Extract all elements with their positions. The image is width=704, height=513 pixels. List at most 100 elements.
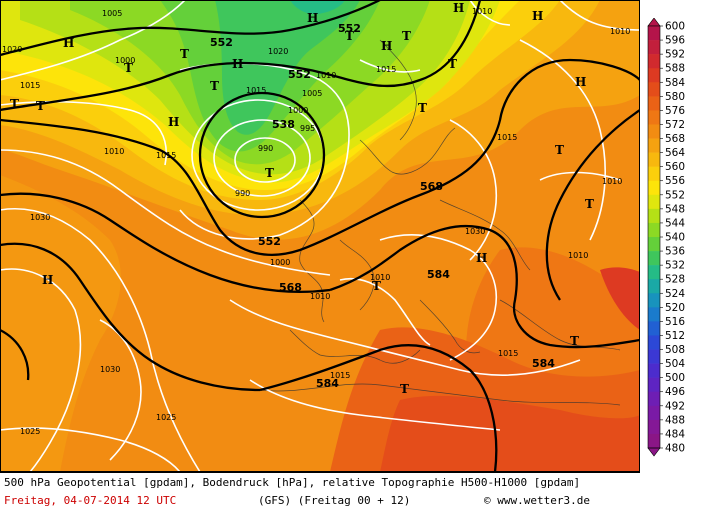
gpdam-label: 568	[279, 281, 302, 294]
isobar-labels: 1005 1000 1020 1015 1020 1010 1015 1010 …	[2, 7, 630, 436]
gpdam-label: 584	[532, 357, 555, 370]
low-symbol: T	[555, 143, 564, 157]
scale-label: 556	[665, 175, 685, 187]
caption-model: (GFS) (Freitag 00 + 12)	[258, 494, 411, 507]
isobar-label: 1000	[288, 106, 308, 115]
caption-credit: © www.wetter3.de	[484, 494, 590, 507]
scale-cell	[648, 279, 660, 294]
scale-label: 552	[665, 189, 685, 201]
isobar-label: 1025	[156, 413, 176, 422]
gpdam-label: 584	[316, 377, 339, 390]
scale-arrow-top	[647, 18, 661, 27]
low-symbol: T	[36, 99, 45, 113]
band-532	[290, 0, 345, 15]
scale-label: 520	[665, 302, 685, 314]
color-scale-labels: 600 596 592 588 584 580 576 572 568 564 560 556 552 5…	[660, 21, 685, 455]
scale-cell	[648, 419, 660, 435]
scale-cell	[648, 307, 660, 322]
scale-cell	[648, 405, 660, 421]
scale-label: 512	[665, 330, 685, 342]
scale-cell	[648, 208, 660, 224]
isobar-label: 1000	[115, 56, 135, 65]
isobar-label: 1010	[610, 27, 630, 36]
scale-cell	[648, 138, 660, 153]
scale-label: 580	[665, 91, 685, 103]
scale-cell	[648, 40, 660, 55]
low-symbol: T	[418, 101, 427, 115]
pressure-symbols: H H H H H H H H H H T T T T T T T T T T	[10, 1, 594, 396]
isobar-label: 1000	[270, 258, 290, 267]
isobar-label: 1015	[498, 349, 518, 358]
scale-cell	[648, 68, 660, 83]
scale-label: 492	[665, 400, 685, 412]
low-symbol: T	[180, 47, 189, 61]
high-symbol: H	[575, 75, 586, 89]
isobar-label: 1030	[30, 213, 50, 222]
scale-cell	[648, 110, 660, 125]
isobar-label: 1015	[156, 151, 176, 160]
isobar-label: 995	[300, 124, 315, 133]
scale-cell	[648, 293, 660, 308]
scale-cell	[648, 180, 660, 196]
isobar-label: 1015	[330, 371, 350, 380]
scale-cell	[648, 321, 660, 336]
scale-label: 484	[665, 428, 685, 440]
isobar-label: 1020	[2, 45, 22, 54]
isobar-label: 1015	[20, 81, 40, 90]
scale-cell	[648, 166, 660, 182]
isobar-label: 1025	[20, 427, 40, 436]
scale-label: 600	[665, 21, 685, 33]
scale-cell	[648, 26, 660, 41]
isobar-label: 1010	[316, 71, 336, 80]
isobars	[0, 0, 640, 472]
scale-label: 524	[665, 288, 685, 300]
isobar-label: 1015	[497, 133, 517, 142]
scale-label: 480	[665, 443, 685, 455]
scale-cell	[648, 349, 660, 364]
scale-label: 592	[665, 49, 685, 61]
low-symbol: T	[345, 29, 354, 43]
scale-label: 568	[665, 133, 685, 145]
isobar-label: 1010	[310, 292, 330, 301]
isobar-label: 1020	[268, 47, 288, 56]
scale-label: 588	[665, 63, 685, 75]
isobar-label: 990	[235, 189, 250, 198]
low-symbol: T	[265, 166, 274, 180]
low-symbol: T	[402, 29, 411, 43]
map-border	[0, 0, 640, 472]
gpdam-label: 552	[288, 68, 311, 81]
scale-cell	[648, 152, 660, 167]
isobar-label: 1005	[302, 89, 322, 98]
high-symbol: H	[232, 57, 243, 71]
low-symbol: T	[210, 79, 219, 93]
high-symbol: H	[453, 1, 464, 15]
scale-label: 540	[665, 232, 685, 244]
high-symbol: H	[532, 9, 543, 23]
isobar-label: 1030	[465, 227, 485, 236]
gpdam-label: 552	[258, 235, 281, 248]
scale-label: 516	[665, 316, 685, 328]
scale-label: 488	[665, 414, 685, 426]
band-584-east	[600, 267, 640, 330]
scale-cell	[648, 251, 660, 266]
scale-cell	[648, 391, 660, 407]
scale-arrow-bottom	[647, 447, 661, 457]
scale-label: 544	[665, 217, 685, 229]
scale-label: 504	[665, 358, 685, 370]
scale-label: 576	[665, 105, 685, 117]
high-symbol: H	[42, 273, 53, 287]
high-symbol: H	[307, 11, 318, 25]
caption-date: Freitag, 04-07-2014 12 UTC	[4, 494, 177, 507]
low-symbol: T	[585, 197, 594, 211]
scale-cell	[648, 377, 660, 393]
isobar-label: 1010	[370, 273, 390, 282]
isobar-label: 1010	[472, 7, 492, 16]
isobar-label: 1015	[246, 86, 266, 95]
scale-cell	[648, 237, 660, 252]
isobar-label: 1030	[100, 365, 120, 374]
scale-label: 584	[665, 77, 685, 89]
color-scale-cells	[647, 18, 661, 457]
gpdam-label: 584	[427, 268, 450, 281]
weather-map: H H H H H H H H H H T T T T T T T T T T	[0, 0, 640, 472]
